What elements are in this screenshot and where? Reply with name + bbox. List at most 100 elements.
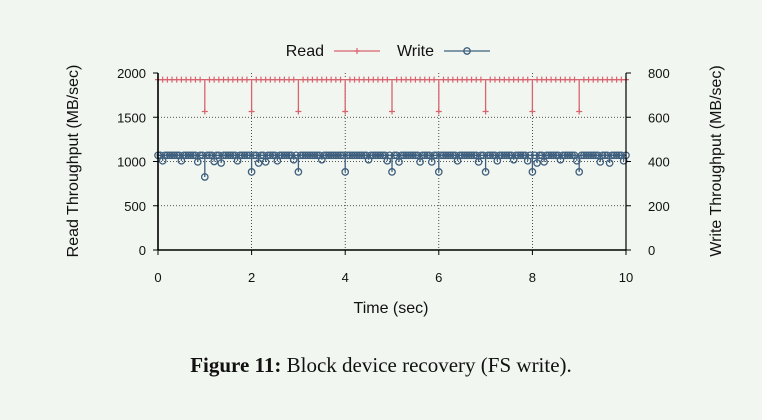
point-read-18	[243, 76, 250, 83]
point-read-45	[384, 76, 391, 83]
legend-read-swatch	[334, 48, 380, 54]
y-tick-label-500: 500	[124, 199, 146, 214]
point-read-99	[529, 108, 536, 115]
point-write-197	[575, 168, 584, 176]
legend-write-label: Write	[397, 43, 434, 60]
point-read-98	[482, 108, 489, 115]
point-write-189	[493, 156, 502, 165]
caption-label: Figure 11:	[190, 353, 282, 377]
point-write-17	[203, 151, 211, 160]
y2-tick-label-200: 200	[648, 199, 670, 214]
figure-caption: Figure 11: Block device recovery (FS wri…	[0, 353, 762, 378]
point-write-165	[177, 156, 186, 165]
point-write-44	[282, 151, 291, 160]
point-read-96	[389, 108, 395, 115]
series-markers-write	[154, 151, 630, 181]
x-tick-label-8: 8	[529, 270, 536, 285]
point-write-172	[254, 159, 263, 167]
point-write-38	[266, 151, 275, 160]
y2-tick-label-800: 800	[648, 66, 670, 81]
x-tick-label-2: 2	[248, 270, 255, 285]
point-read-27	[290, 76, 297, 83]
point-read-81	[571, 76, 578, 83]
x-tick-label-6: 6	[435, 270, 442, 285]
point-write-187	[474, 158, 483, 166]
point-write-164	[158, 156, 167, 165]
point-write-186	[453, 156, 462, 165]
point-write-178	[341, 168, 350, 176]
series-write	[154, 151, 630, 181]
axes	[153, 72, 631, 255]
point-write-190	[509, 155, 518, 164]
point-write-138	[549, 151, 558, 160]
point-write-166	[193, 158, 202, 166]
point-write-46	[287, 151, 296, 160]
point-write-177	[317, 155, 326, 164]
legend-write-swatch	[444, 47, 490, 55]
tick-labels: 0 2 4 6 8 10 0 500 1000 1500 2000 0 200 400 600 800	[117, 66, 670, 285]
point-write-199	[605, 159, 614, 167]
point-write-30	[240, 151, 249, 160]
point-read-95	[342, 108, 349, 115]
legend: Read Write	[286, 43, 490, 60]
point-write-90	[409, 151, 417, 160]
point-write-171	[247, 168, 256, 176]
series-read	[155, 76, 629, 115]
point-write-188	[481, 168, 490, 176]
point-write-200	[619, 156, 628, 165]
y-axis-title-left: Read Throughput (MB/sec)	[65, 65, 82, 258]
point-write-195	[556, 155, 565, 164]
point-read-63	[477, 76, 484, 83]
grid-lines	[158, 73, 626, 250]
x-tick-label-10: 10	[619, 270, 633, 285]
point-write-192	[528, 168, 537, 176]
x-tick-label-0: 0	[154, 270, 161, 285]
point-write-168	[210, 157, 219, 166]
y-tick-label-0: 0	[139, 243, 146, 258]
point-write-183	[416, 158, 424, 166]
point-write-175	[289, 155, 298, 164]
legend-read-label: Read	[286, 43, 324, 60]
point-write-196	[573, 156, 581, 165]
point-write-176	[294, 168, 303, 176]
point-write-123	[502, 151, 511, 160]
point-write-179	[364, 155, 373, 164]
series-line-read	[158, 78, 626, 112]
point-read-100	[576, 108, 583, 115]
x-tick-label-4: 4	[342, 270, 349, 285]
point-write-117	[486, 151, 495, 160]
legend-write-marker	[463, 47, 471, 55]
point-read-92	[201, 108, 208, 115]
point-write-170	[233, 156, 242, 165]
point-write-173	[261, 158, 270, 166]
point-write-180	[383, 156, 392, 165]
point-write-182	[395, 158, 403, 166]
x-axis-title: Time (sec)	[354, 300, 429, 317]
y-axis-title-right: Write Throughput (MB/sec)	[708, 65, 725, 256]
point-write-167	[200, 173, 209, 181]
y-tick-label-1500: 1500	[117, 110, 146, 125]
y2-tick-label-600: 600	[648, 110, 670, 125]
point-write-155	[598, 151, 607, 160]
series-markers-read	[155, 76, 629, 115]
point-read-54	[431, 76, 438, 83]
point-write-128	[516, 151, 525, 160]
point-write-25	[226, 151, 235, 160]
point-write-152	[589, 151, 598, 160]
point-write-6	[170, 151, 179, 160]
point-write-184	[427, 158, 436, 166]
point-read-93	[248, 108, 255, 115]
caption-text: Block device recovery (FS write).	[286, 353, 572, 377]
point-write-169	[217, 159, 226, 167]
throughput-chart: 0 2 4 6 8 10 0 500 1000 1500 2000 0 200 400 600 800 Tim…	[65, 43, 725, 317]
y-tick-label-2000: 2000	[117, 66, 146, 81]
legend-read-marker	[354, 48, 360, 54]
point-read-36	[337, 76, 344, 83]
point-read-97	[435, 108, 442, 115]
point-read-94	[295, 108, 302, 115]
point-write-94	[420, 151, 429, 160]
point-write-193	[533, 159, 541, 167]
point-write-72	[357, 151, 366, 160]
point-write-12	[186, 151, 195, 160]
point-write-103	[446, 151, 455, 160]
